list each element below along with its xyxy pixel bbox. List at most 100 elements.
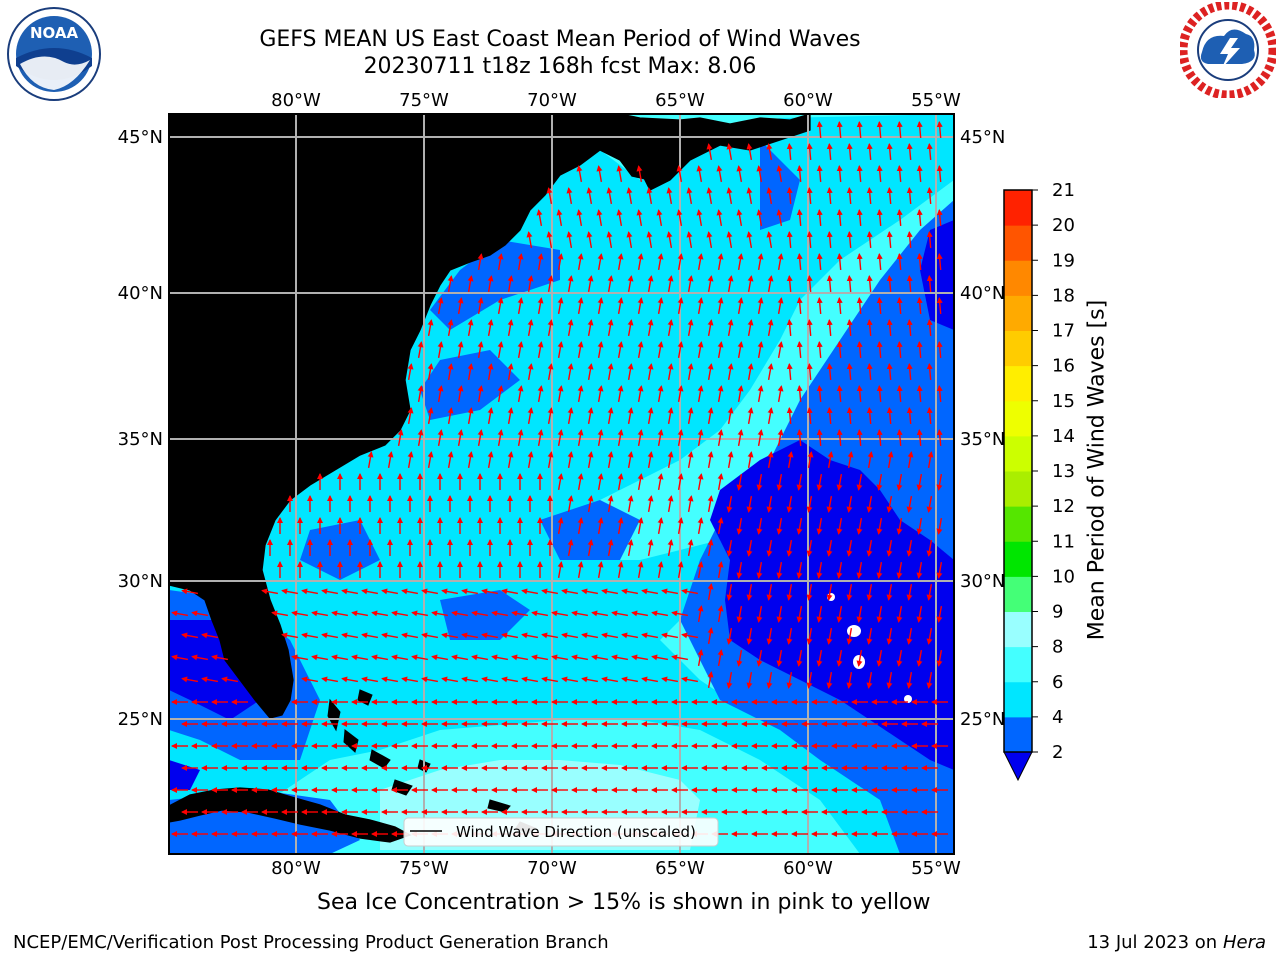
- wind-wave-arrow: [796, 561, 803, 579]
- wind-wave-arrow: [916, 429, 923, 447]
- wind-wave-arrow: [587, 363, 594, 381]
- wind-wave-arrow: [181, 588, 199, 595]
- wind-wave-arrow: [906, 363, 913, 381]
- wind-wave-arrow: [906, 627, 913, 645]
- wind-wave-arrow: [796, 605, 803, 623]
- wind-wave-arrow: [777, 297, 784, 315]
- colorbar-bin: [1004, 295, 1032, 331]
- wind-wave-arrow: [607, 539, 614, 557]
- wind-wave-arrow: [836, 341, 843, 359]
- wind-wave-arrow: [886, 583, 893, 601]
- lat-label-right: 25°N: [960, 709, 1005, 730]
- wind-wave-arrow: [301, 632, 319, 639]
- wind-wave-arrow: [856, 121, 863, 139]
- wind-wave-arrow: [391, 610, 409, 617]
- wind-wave-arrow: [371, 610, 389, 617]
- colorbar-bin: [1004, 435, 1032, 472]
- wind-wave-arrow: [611, 610, 629, 617]
- wind-wave-arrow: [407, 451, 414, 469]
- wind-wave-arrow: [667, 451, 674, 469]
- wind-wave-arrow: [777, 385, 784, 403]
- period-field-short: [430, 240, 560, 330]
- wind-wave-arrow: [816, 385, 823, 403]
- wind-wave-arrow: [547, 319, 554, 337]
- wind-wave-arrow: [856, 385, 863, 403]
- wind-wave-arrow: [896, 517, 903, 535]
- wind-wave-arrow: [666, 187, 673, 205]
- colorbar-tick-label: 12: [1052, 496, 1075, 517]
- wind-wave-arrow: [936, 385, 943, 403]
- wind-wave-arrow: [531, 654, 549, 661]
- wind-wave-arrow: [677, 561, 684, 579]
- wind-wave-arrow: [707, 407, 714, 425]
- wind-wave-arrow: [551, 610, 569, 617]
- wind-wave-arrow: [936, 121, 943, 139]
- wind-wave-arrow: [671, 654, 689, 661]
- wind-wave-arrow: [411, 654, 429, 661]
- wind-wave-arrow: [667, 363, 674, 381]
- wind-wave-arrow: [836, 429, 843, 447]
- wind-wave-arrow: [391, 654, 409, 661]
- wind-wave-arrow: [916, 165, 923, 183]
- wind-wave-arrow: [501, 588, 519, 595]
- wind-wave-arrow: [557, 297, 564, 315]
- wind-wave-arrow: [667, 275, 674, 293]
- wind-wave-arrow: [697, 605, 704, 623]
- wind-wave-arrow: [876, 385, 883, 403]
- wind-wave-arrow: [936, 341, 943, 359]
- wind-wave-arrow: [311, 654, 329, 661]
- wind-wave-arrow: [697, 561, 704, 579]
- wind-wave-arrow: [786, 143, 793, 161]
- wind-wave-arrow: [657, 429, 664, 447]
- wind-wave-arrow: [926, 187, 933, 205]
- wind-wave-arrow: [806, 231, 813, 249]
- wind-wave-arrow: [281, 588, 299, 595]
- wind-wave-arrow: [517, 429, 524, 447]
- wind-wave-arrow: [707, 275, 714, 293]
- wind-wave-arrow: [547, 451, 554, 469]
- wind-wave-arrow: [387, 451, 394, 469]
- wind-wave-arrow: [487, 275, 494, 293]
- wind-wave-arrow: [381, 632, 399, 639]
- wind-wave-arrow: [916, 209, 923, 227]
- wind-wave-arrow: [906, 319, 913, 337]
- wind-wave-arrow: [551, 654, 569, 661]
- wind-wave-arrow: [536, 209, 543, 227]
- wind-wave-arrow: [916, 297, 923, 315]
- wind-wave-arrow: [756, 605, 763, 623]
- wind-wave-arrow: [936, 297, 943, 315]
- wind-wave-arrow: [806, 363, 813, 381]
- wind-wave-arrow: [607, 319, 614, 337]
- wind-wave-arrow: [896, 297, 903, 315]
- noaa-logo: NOAA: [7, 7, 101, 101]
- wind-wave-arrow: [836, 517, 843, 535]
- wind-wave-arrow: [727, 319, 734, 337]
- period-field-very-short: [169, 620, 260, 720]
- wind-wave-arrow: [746, 231, 753, 249]
- colorbar-tick-label: 10: [1052, 566, 1075, 587]
- wind-wave-arrow: [747, 451, 754, 469]
- wind-wave-arrow: [886, 539, 893, 557]
- wind-wave-arrow: [757, 429, 764, 447]
- wind-wave-arrow: [906, 671, 913, 689]
- wind-wave-arrow: [561, 632, 579, 639]
- wind-wave-arrow: [481, 588, 499, 595]
- wind-wave-arrow: [637, 253, 644, 271]
- wind-wave-arrow: [866, 627, 873, 645]
- wind-wave-arrow: [577, 297, 584, 315]
- wind-wave-arrow: [487, 363, 494, 381]
- wind-wave-arrow: [607, 363, 614, 381]
- wind-wave-arrow: [716, 209, 723, 227]
- wind-wave-arrow: [697, 253, 704, 271]
- wind-wave-arrow: [696, 165, 703, 183]
- lat-label-right: 45°N: [960, 127, 1005, 148]
- wind-wave-arrow: [866, 319, 873, 337]
- wind-wave-arrow: [886, 275, 893, 293]
- wind-wave-arrow: [557, 253, 564, 271]
- wind-wave-arrow: [547, 363, 554, 381]
- wind-wave-arrow: [591, 654, 609, 661]
- wind-wave-arrow: [786, 671, 793, 689]
- wind-wave-arrow: [471, 610, 489, 617]
- wind-wave-arrow: [501, 676, 519, 683]
- wind-wave-arrow: [726, 539, 733, 557]
